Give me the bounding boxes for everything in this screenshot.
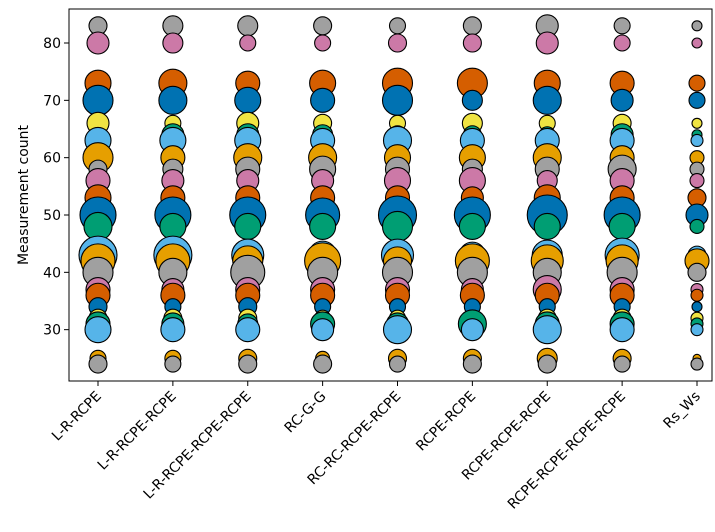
bubble-1-1 (162, 32, 184, 54)
x-tick-label-0: L-R-RCPE (49, 389, 105, 445)
bubble-0-23 (88, 354, 108, 374)
y-axis-title: Measurement count (16, 124, 32, 265)
bubble-5-3 (461, 89, 483, 111)
bubble-1-12 (159, 212, 187, 241)
bubble-8-3 (688, 91, 706, 109)
bubble-5-23 (462, 354, 482, 374)
bubble-3-0 (313, 16, 333, 36)
bubble-3-3 (310, 87, 336, 113)
bubble-6-12 (533, 212, 561, 241)
bubble-1-23 (164, 355, 182, 373)
bubble-8-4 (691, 117, 703, 129)
bubble-7-0 (613, 17, 631, 35)
bubble-2-23 (238, 354, 258, 374)
bubble-8-17 (690, 288, 704, 302)
bubble-4-0 (388, 17, 407, 35)
y-axis: 30 40 50 60 70 80 (43, 36, 69, 339)
bubble-8-18 (691, 301, 703, 313)
bubble-6-21 (532, 315, 562, 345)
bubble-2-3 (234, 86, 262, 114)
bubble-5-12 (458, 212, 486, 241)
bubble-8-1 (691, 37, 703, 49)
bubble-7-3 (610, 88, 634, 112)
x-tick-label-1: L-R-RCPE-RCPE (95, 389, 180, 474)
y-tick-label-3: 60 (43, 151, 61, 167)
bubble-8-6 (690, 133, 704, 148)
bubble-5-21 (460, 318, 484, 342)
bubble-4-3 (381, 84, 414, 116)
bubble-0-1 (86, 31, 110, 55)
y-tick-label-1: 40 (43, 265, 61, 281)
bubble-4-21 (382, 315, 413, 345)
bubble-4-12 (381, 210, 414, 243)
x-tick-label-5: RCPE-RCPE (413, 389, 479, 455)
x-tick-label-8: Rs_Ws (661, 389, 704, 432)
bubble-3-1 (314, 34, 332, 52)
y-tick-label-5: 80 (43, 36, 61, 52)
bubble-7-1 (613, 34, 631, 52)
bubble-8-9 (689, 173, 705, 189)
bubble-5-1 (462, 33, 482, 53)
y-tick-label-4: 70 (43, 93, 61, 109)
bubble-3-23 (313, 354, 333, 374)
bubble-3-21 (311, 318, 335, 342)
bubble-8-15 (687, 262, 707, 282)
bubble-6-23 (537, 354, 557, 374)
bubble-7-12 (608, 212, 636, 241)
plot-frame (68, 8, 713, 382)
bubble-8-23 (690, 357, 704, 371)
bubble-6-3 (532, 85, 562, 115)
bubble-2-21 (235, 317, 261, 343)
bubbles-layer (78, 14, 710, 374)
bubble-2-12 (234, 212, 262, 241)
bubble-6-1 (535, 31, 559, 55)
bubble-7-23 (613, 355, 631, 373)
bubble-0-21 (84, 316, 112, 344)
bubble-2-0 (237, 15, 259, 37)
bubble-0-3 (82, 84, 114, 116)
y-tick-label-2: 50 (43, 208, 61, 224)
y-tick-label-0: 30 (43, 323, 61, 339)
bubble-4-1 (387, 33, 408, 53)
bubble-1-3 (158, 85, 188, 115)
bubble-8-12 (689, 218, 705, 235)
bubble-5-0 (462, 16, 482, 36)
x-tick-label-3: RC-G-G (282, 389, 330, 437)
bubble-2-1 (239, 34, 257, 52)
bubble-8-21 (690, 323, 704, 337)
bubble-3-12 (309, 212, 337, 241)
bubble-7-21 (609, 317, 635, 343)
bubble-8-2 (688, 74, 706, 92)
bubble-4-23 (388, 355, 407, 373)
bubble-1-21 (160, 317, 186, 343)
bubble-8-0 (691, 20, 703, 32)
